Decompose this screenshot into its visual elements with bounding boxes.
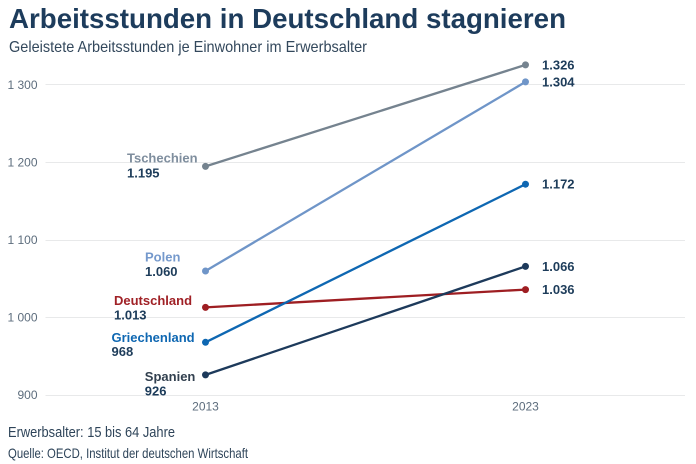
svg-text:1.066: 1.066	[542, 259, 575, 274]
svg-text:1 100: 1 100	[7, 233, 37, 247]
svg-text:1.195: 1.195	[127, 165, 160, 180]
svg-text:2013: 2013	[192, 400, 219, 414]
svg-text:926: 926	[145, 383, 167, 398]
svg-text:Tschechien: Tschechien	[127, 151, 198, 166]
svg-text:Griechenland: Griechenland	[112, 330, 195, 345]
svg-text:1.172: 1.172	[542, 177, 575, 192]
svg-text:1.036: 1.036	[542, 282, 575, 297]
svg-text:Erwerbsalter: 15 bis 64 Jahre: Erwerbsalter: 15 bis 64 Jahre	[8, 424, 175, 441]
svg-text:Geleistete Arbeitsstunden je E: Geleistete Arbeitsstunden je Einwohner i…	[9, 39, 367, 56]
svg-text:1 000: 1 000	[7, 311, 37, 325]
svg-text:Arbeitsstunden in Deutschland: Arbeitsstunden in Deutschland stagnieren	[9, 2, 566, 34]
svg-text:1.326: 1.326	[542, 57, 575, 72]
svg-text:1.304: 1.304	[542, 74, 575, 89]
svg-text:900: 900	[17, 388, 37, 402]
svg-text:Quelle: OECD, Institut der deu: Quelle: OECD, Institut der deutschen Wir…	[8, 446, 248, 461]
svg-text:2023: 2023	[512, 400, 539, 414]
svg-text:1.013: 1.013	[114, 308, 147, 323]
svg-text:Spanien: Spanien	[145, 369, 196, 384]
svg-text:1.060: 1.060	[145, 264, 178, 279]
svg-text:Deutschland: Deutschland	[114, 293, 192, 308]
svg-text:968: 968	[112, 344, 134, 359]
svg-text:1 200: 1 200	[7, 156, 37, 170]
svg-text:1 300: 1 300	[7, 78, 37, 92]
svg-text:Polen: Polen	[145, 249, 180, 264]
